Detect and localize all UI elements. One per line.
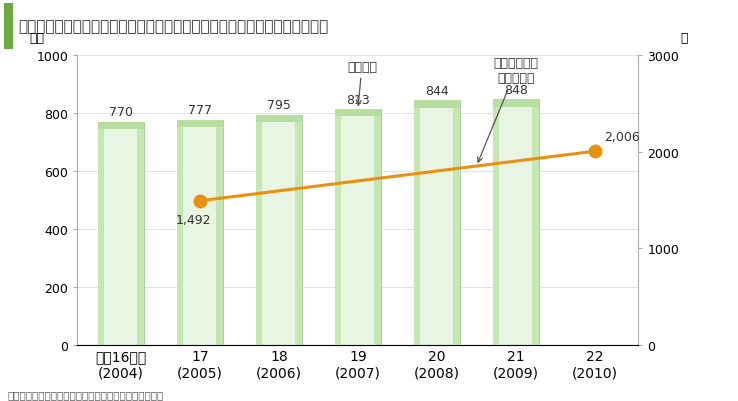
Bar — [414, 101, 460, 109]
Bar — [493, 100, 539, 345]
Text: 813: 813 — [346, 94, 370, 107]
Bar — [335, 110, 342, 345]
Bar — [256, 115, 302, 345]
Point — [194, 198, 206, 205]
Bar — [295, 115, 302, 345]
Text: 770: 770 — [109, 106, 133, 119]
Bar — [493, 100, 539, 107]
Bar — [256, 115, 302, 122]
Bar — [335, 110, 381, 345]
Bar — [453, 101, 460, 345]
Bar — [177, 121, 223, 127]
Bar — [414, 101, 460, 345]
Text: 2,006: 2,006 — [604, 131, 640, 144]
Bar — [532, 100, 539, 345]
Text: 万人: 万人 — [30, 32, 45, 45]
Bar — [374, 110, 381, 345]
Bar — [98, 123, 105, 345]
Text: 844: 844 — [425, 85, 449, 98]
Bar — [216, 121, 223, 345]
Bar — [256, 115, 263, 345]
Point — [589, 149, 601, 155]
Text: 1,492: 1,492 — [176, 214, 211, 227]
Bar — [4, 4, 13, 50]
Bar — [137, 123, 144, 345]
Bar — [177, 121, 184, 345]
Bar — [493, 100, 500, 345]
Text: 795: 795 — [267, 99, 291, 112]
Text: 777: 777 — [188, 104, 212, 117]
Bar — [98, 123, 144, 345]
Text: 図３－４２　グリーン・ツーリズム施設への宿泊者数と農林家民宿数の推移: 図３－４２ グリーン・ツーリズム施設への宿泊者数と農林家民宿数の推移 — [18, 20, 328, 34]
Text: 資料：農林水産省「農林業センサス」、農林水産省調べ: 資料：農林水産省「農林業センサス」、農林水産省調べ — [7, 389, 164, 399]
Text: 848: 848 — [504, 83, 528, 97]
Bar — [414, 101, 421, 345]
Bar — [335, 110, 381, 117]
Text: 農林家民宿数
（右目盛）: 農林家民宿数 （右目盛） — [477, 57, 539, 163]
Text: 宿泊者数: 宿泊者数 — [347, 61, 377, 106]
Text: 軒: 軒 — [680, 32, 688, 45]
Bar — [98, 123, 144, 129]
Bar — [177, 121, 223, 345]
